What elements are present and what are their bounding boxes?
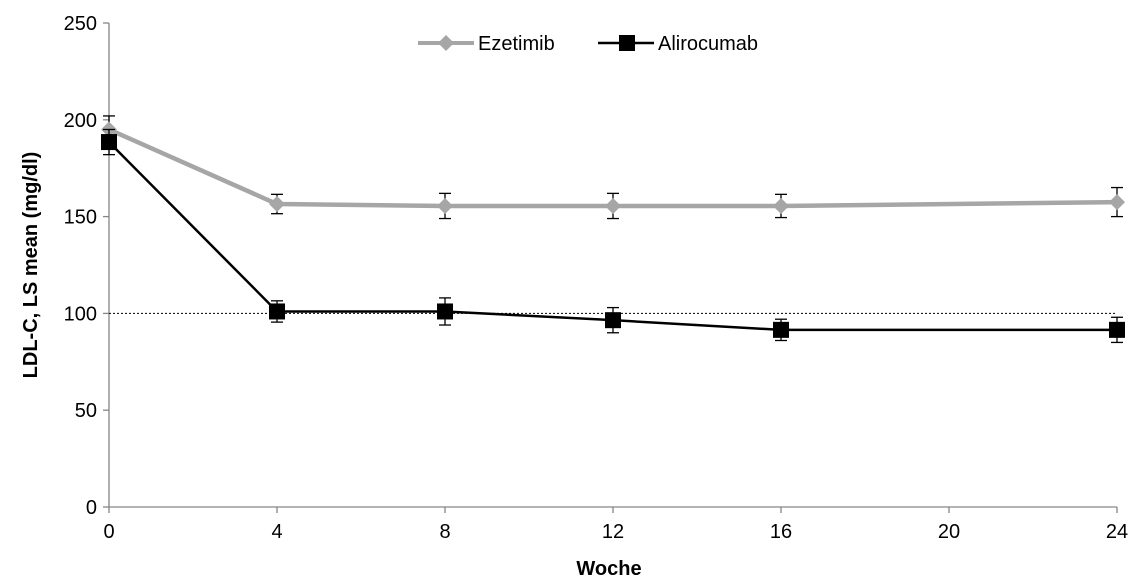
point-alirocumab (437, 303, 453, 320)
x-tick-label: 24 (1106, 521, 1128, 543)
legend-diamond-icon (438, 35, 454, 51)
x-tick-label: 16 (770, 521, 792, 543)
axis-ticks: 0 50 100 150 200 250 0 4 8 12 16 20 24 (64, 13, 1129, 543)
point-ezetimib (269, 196, 285, 213)
y-tick-label: 250 (64, 13, 97, 35)
y-tick-label: 150 (64, 207, 97, 229)
x-tick-label: 4 (271, 521, 282, 543)
y-axis-title: LDL-C, LS mean (mg/dl) (20, 152, 42, 379)
x-tick-label: 0 (103, 521, 114, 543)
axes (108, 23, 1117, 508)
y-tick-label: 200 (64, 110, 97, 132)
legend-label-ezetimib: Ezetimib (478, 33, 555, 55)
series-ezetimib (101, 115, 1125, 220)
legend-square-icon (619, 35, 635, 51)
point-ezetimib (1109, 194, 1125, 211)
point-alirocumab (605, 312, 621, 329)
legend-item-ezetimib: Ezetimib (418, 33, 555, 55)
point-alirocumab (1109, 321, 1125, 338)
y-tick-label: 0 (86, 497, 97, 519)
x-tick-label: 20 (938, 521, 960, 543)
series-group (101, 115, 1125, 344)
y-tick-label: 100 (64, 303, 97, 325)
point-ezetimib (773, 197, 789, 214)
point-alirocumab (773, 321, 789, 338)
legend: Ezetimib Alirocumab (418, 33, 758, 55)
legend-item-alirocumab: Alirocumab (598, 33, 758, 55)
point-alirocumab (101, 134, 117, 151)
x-tick-label: 8 (439, 521, 450, 543)
y-tick-label: 50 (75, 400, 97, 422)
x-tick-label: 12 (602, 521, 624, 543)
legend-label-alirocumab: Alirocumab (658, 33, 758, 55)
series-line-ezetimib (108, 127, 1118, 209)
point-alirocumab (269, 303, 285, 320)
point-ezetimib (437, 197, 453, 214)
x-axis-title: Woche (576, 558, 641, 578)
series-alirocumab (101, 128, 1125, 344)
series-line-alirocumab (108, 141, 1117, 332)
point-ezetimib (605, 197, 621, 214)
